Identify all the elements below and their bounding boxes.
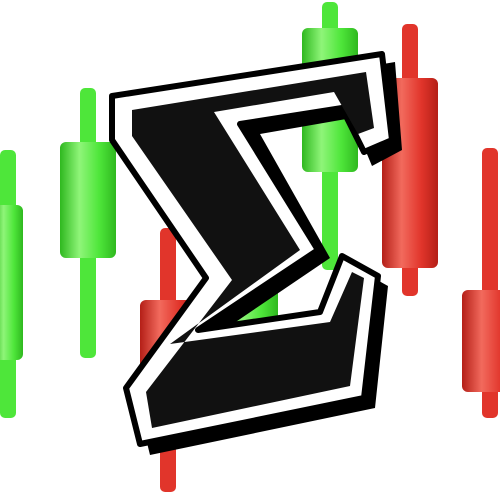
candlestick-bullish bbox=[60, 88, 116, 358]
sigma-icon bbox=[109, 51, 402, 455]
candlestick-bearish bbox=[462, 148, 500, 418]
candle-body bbox=[462, 290, 500, 392]
candlestick-bullish bbox=[0, 150, 23, 418]
sigma-fill bbox=[132, 72, 374, 428]
candle-body bbox=[0, 205, 23, 360]
candle-body bbox=[60, 142, 116, 258]
